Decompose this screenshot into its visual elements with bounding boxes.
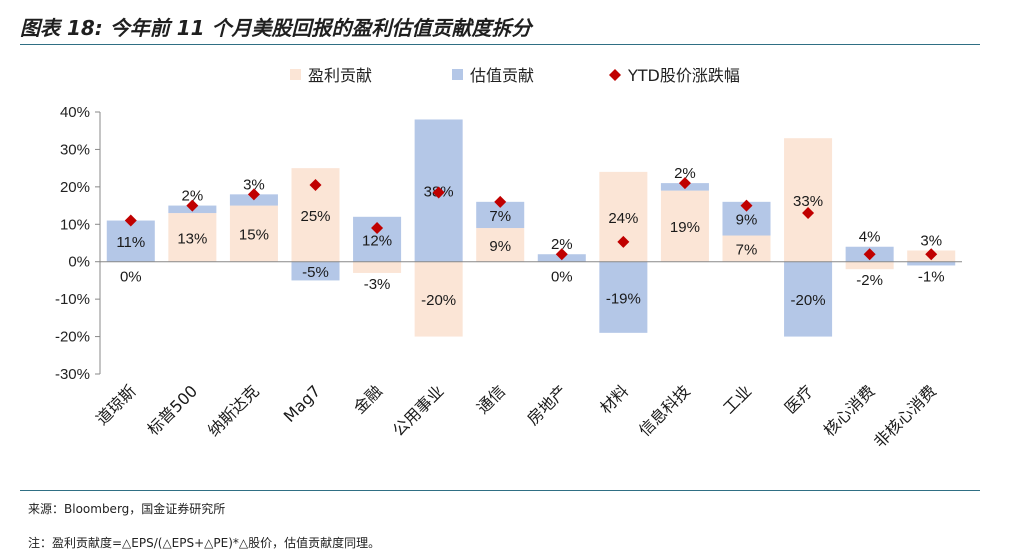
earnings-label: 19% — [670, 219, 700, 236]
ytd-marker — [371, 222, 384, 235]
legend-earnings-label: 盈利贡献 — [308, 66, 372, 85]
ytd-marker — [186, 199, 199, 212]
earnings-label: 24% — [608, 210, 638, 227]
category-label: 非核心消费 — [870, 381, 940, 451]
valuation-bar — [291, 261, 340, 281]
category-label: 道琼斯 — [92, 381, 139, 428]
earnings-bar — [660, 190, 709, 262]
ytd-marker — [247, 188, 260, 201]
category-label: 标普500 — [144, 381, 202, 439]
valuation-label: 2% — [551, 236, 573, 253]
earnings-label: 0% — [551, 269, 573, 286]
valuation-label: 4% — [859, 229, 881, 246]
legend-valuation-label: 估值贡献 — [470, 66, 534, 85]
ytd-marker — [802, 207, 815, 220]
earnings-label: 25% — [300, 208, 330, 225]
source-note: 来源：Bloomberg，国金证券研究所 — [28, 502, 226, 516]
earnings-label: 9% — [489, 238, 511, 255]
valuation-bar — [599, 261, 648, 333]
ytd-marker — [678, 177, 691, 190]
earnings-bar — [845, 261, 894, 270]
ytd-marker — [309, 178, 322, 191]
ytd-marker — [555, 248, 568, 261]
valuation-label: 12% — [362, 232, 392, 249]
top-rule — [20, 44, 980, 45]
category-label: 材料 — [596, 381, 632, 417]
valuation-bar — [784, 261, 833, 337]
earnings-bar — [784, 138, 833, 262]
ytd-marker — [925, 248, 938, 261]
earnings-label: 0% — [120, 269, 142, 286]
y-tick-label: -10% — [55, 291, 90, 308]
category-label: 纳斯达克 — [204, 381, 263, 440]
earnings-label: 7% — [736, 242, 758, 259]
ytd-marker — [863, 248, 876, 261]
earnings-bar — [168, 213, 217, 262]
valuation-label: 11% — [116, 234, 145, 251]
category-label: 通信 — [473, 381, 509, 417]
ytd-marker — [432, 186, 445, 199]
category-label: 信息科技 — [635, 381, 694, 440]
earnings-label: -3% — [364, 276, 391, 293]
earnings-label: -20% — [421, 292, 456, 309]
valuation-label: -5% — [302, 264, 329, 281]
legend-ytd-swatch — [609, 69, 621, 81]
category-label: 核心消费 — [820, 381, 879, 440]
ytd-marker — [740, 199, 753, 212]
earnings-label: 33% — [793, 193, 823, 210]
earnings-label: 13% — [177, 230, 207, 247]
valuation-label: -20% — [791, 292, 826, 309]
valuation-bar — [106, 220, 155, 262]
valuation-label: 9% — [736, 212, 758, 229]
valuation-label: 2% — [674, 165, 696, 182]
earnings-bar — [476, 228, 525, 262]
earnings-bar — [414, 261, 463, 337]
earnings-bar — [722, 235, 771, 262]
earnings-label: -2% — [856, 272, 883, 289]
chart-title: 图表 18: 今年前 11 个月美股回报的盈利估值贡献度拆分 — [20, 16, 532, 40]
ytd-marker — [124, 214, 137, 227]
valuation-bar — [907, 261, 956, 266]
y-tick-label: 30% — [60, 141, 90, 158]
y-tick-label: 20% — [60, 179, 90, 196]
valuation-label: 7% — [489, 208, 511, 225]
ytd-marker — [494, 195, 507, 208]
category-label: Mag7 — [280, 381, 325, 426]
earnings-bar — [353, 261, 402, 273]
earnings-label: 3% — [920, 232, 942, 249]
valuation-label: -1% — [918, 268, 945, 285]
category-label: 房地产 — [523, 381, 570, 428]
legend-valuation-swatch — [452, 69, 463, 80]
valuation-label: 2% — [182, 188, 204, 205]
valuation-label: -19% — [606, 290, 641, 307]
y-tick-label: 0% — [68, 254, 90, 271]
stacked-bar-chart: 40% 30% 20% 10% 0% -10% -20% -30% 0% 11% 13% 2% 15% 3… — [55, 66, 962, 451]
earnings-label: 15% — [239, 227, 269, 244]
category-label: 金融 — [350, 381, 386, 417]
valuation-label: 3% — [243, 176, 265, 193]
y-tick-label: 40% — [60, 104, 90, 121]
earnings-bar — [229, 205, 278, 262]
category-label: 工业 — [719, 381, 755, 417]
category-label: 公用事业 — [389, 381, 448, 440]
y-tick-label: 10% — [60, 216, 90, 233]
legend-earnings-swatch — [290, 69, 301, 80]
ytd-marker — [617, 235, 630, 248]
bottom-rule — [20, 490, 980, 491]
y-tick-label: -30% — [55, 366, 90, 383]
legend-ytd-label: YTD股价涨跌幅 — [627, 66, 740, 85]
category-label: 医疗 — [781, 381, 817, 417]
y-tick-label: -20% — [55, 329, 90, 346]
footnote: 注：盈利贡献度=△EPS/(△EPS+△PE)*△股价，估值贡献度同理。 — [28, 536, 381, 550]
